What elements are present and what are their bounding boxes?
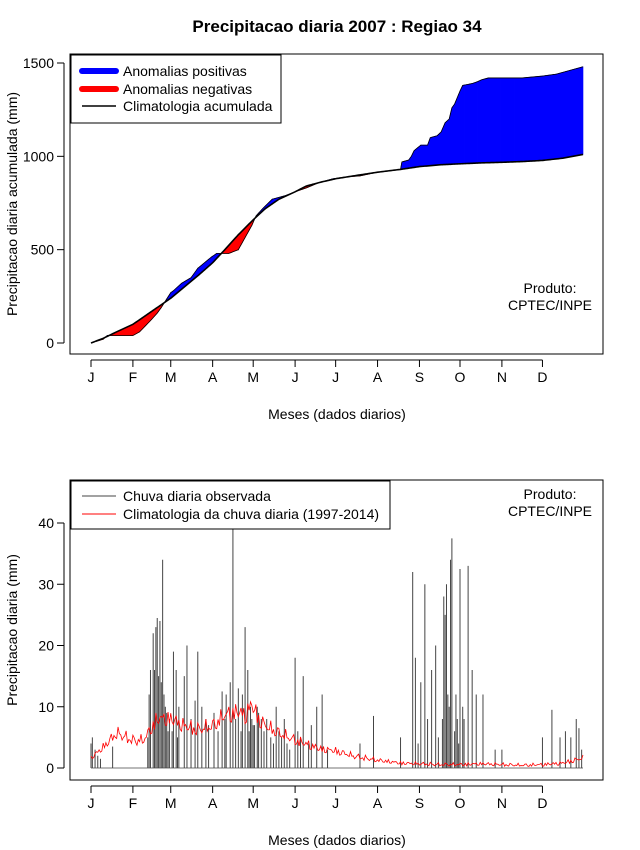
cumulative-y-tick-label: 1000 bbox=[23, 148, 54, 164]
daily-x-tick-label: O bbox=[455, 795, 466, 811]
cumulative-x-tick-label: N bbox=[497, 369, 507, 385]
cumulative-x-tick-label: O bbox=[455, 369, 466, 385]
cumulative-x-axis-title: Meses (dados diarios) bbox=[268, 406, 406, 422]
daily-x-axis-title: Meses (dados diarios) bbox=[268, 832, 406, 848]
cumulative-legend: Anomalias positivas Anomalias negativas … bbox=[70, 54, 282, 124]
daily-climatology-line bbox=[90, 700, 584, 767]
daily-x-tick-label: S bbox=[415, 795, 424, 811]
daily-x-tick-label: M bbox=[247, 795, 259, 811]
daily-product-source: CPTEC/INPE bbox=[508, 503, 592, 519]
daily-x-tick-label: M bbox=[165, 795, 177, 811]
cumulative-x-tick-label: F bbox=[129, 369, 138, 385]
daily-x-tick-label: J bbox=[332, 795, 339, 811]
daily-y-tick-label: 10 bbox=[38, 699, 54, 715]
climatology-cumulative-line bbox=[90, 153, 584, 344]
daily-y-tick-label: 0 bbox=[46, 760, 54, 776]
daily-x-tick-label: D bbox=[537, 795, 547, 811]
legend-positive-label: Anomalias positivas bbox=[123, 63, 247, 79]
cumulative-product-label: Produto: bbox=[524, 280, 577, 296]
cumulative-x-tick-label: M bbox=[165, 369, 177, 385]
cumulative-x-tick-label: J bbox=[292, 369, 299, 385]
daily-x-tick-label: A bbox=[373, 795, 383, 811]
cumulative-x-tick-label: A bbox=[373, 369, 383, 385]
daily-x-tick-label: A bbox=[208, 795, 218, 811]
cumulative-series-layer bbox=[90, 66, 584, 344]
daily-x-tick-label: F bbox=[129, 795, 138, 811]
cumulative-product-source: CPTEC/INPE bbox=[508, 297, 592, 313]
daily-panel: J F M A M J J A S O N D 0 10 20 30 40 Meses (dados diari… bbox=[4, 479, 604, 848]
legend-observed-label: Chuva diaria observada bbox=[123, 488, 271, 504]
daily-y-tick-label: 40 bbox=[38, 515, 54, 531]
cumulative-x-tick-label: M bbox=[247, 369, 259, 385]
cumulative-panel: J F M A M J J A S O N D 0 500 1000 1500 Meses (dados di… bbox=[4, 53, 604, 422]
cumulative-x-tick-label: D bbox=[537, 369, 547, 385]
daily-series-layer bbox=[90, 523, 584, 769]
cumulative-x-tick-label: A bbox=[208, 369, 218, 385]
cumulative-x-tick-label: S bbox=[415, 369, 424, 385]
daily-x-tick-label: J bbox=[292, 795, 299, 811]
cumulative-y-axis-title: Precipitacao diaria acumulada (mm) bbox=[4, 92, 20, 316]
cumulative-y-tick-label: 500 bbox=[31, 242, 55, 258]
daily-product-label: Produto: bbox=[524, 486, 577, 502]
daily-y-axis-title: Precipitacao diaria (mm) bbox=[4, 554, 20, 706]
daily-legend: Chuva diaria observada Climatologia da c… bbox=[70, 480, 391, 530]
cumulative-y-tick-label: 0 bbox=[46, 335, 54, 351]
daily-axes: J F M A M J J A S O N D 0 10 20 30 40 bbox=[38, 515, 547, 811]
daily-plot-frame bbox=[69, 479, 604, 781]
legend-climatology-label: Climatologia acumulada bbox=[123, 98, 273, 114]
daily-y-tick-label: 30 bbox=[38, 576, 54, 592]
cumulative-x-tick-label: J bbox=[88, 369, 95, 385]
daily-legend-box bbox=[70, 480, 391, 530]
chart-title: Precipitacao diaria 2007 : Regiao 34 bbox=[192, 17, 482, 36]
cumulative-x-tick-label: J bbox=[332, 369, 339, 385]
legend-negative-label: Anomalias negativas bbox=[123, 81, 252, 97]
daily-x-tick-label: J bbox=[88, 795, 95, 811]
positive-anomaly-segment bbox=[581, 66, 584, 156]
cumulative-y-tick-label: 1500 bbox=[23, 55, 54, 71]
legend-daily-climatology-label: Climatologia da chuva diaria (1997-2014) bbox=[123, 506, 379, 522]
cumulative-axes: J F M A M J J A S O N D 0 500 1000 1500 bbox=[23, 55, 548, 385]
cumulative-plot-frame bbox=[69, 53, 604, 355]
daily-x-tick-label: N bbox=[497, 795, 507, 811]
daily-y-tick-label: 20 bbox=[38, 638, 54, 654]
